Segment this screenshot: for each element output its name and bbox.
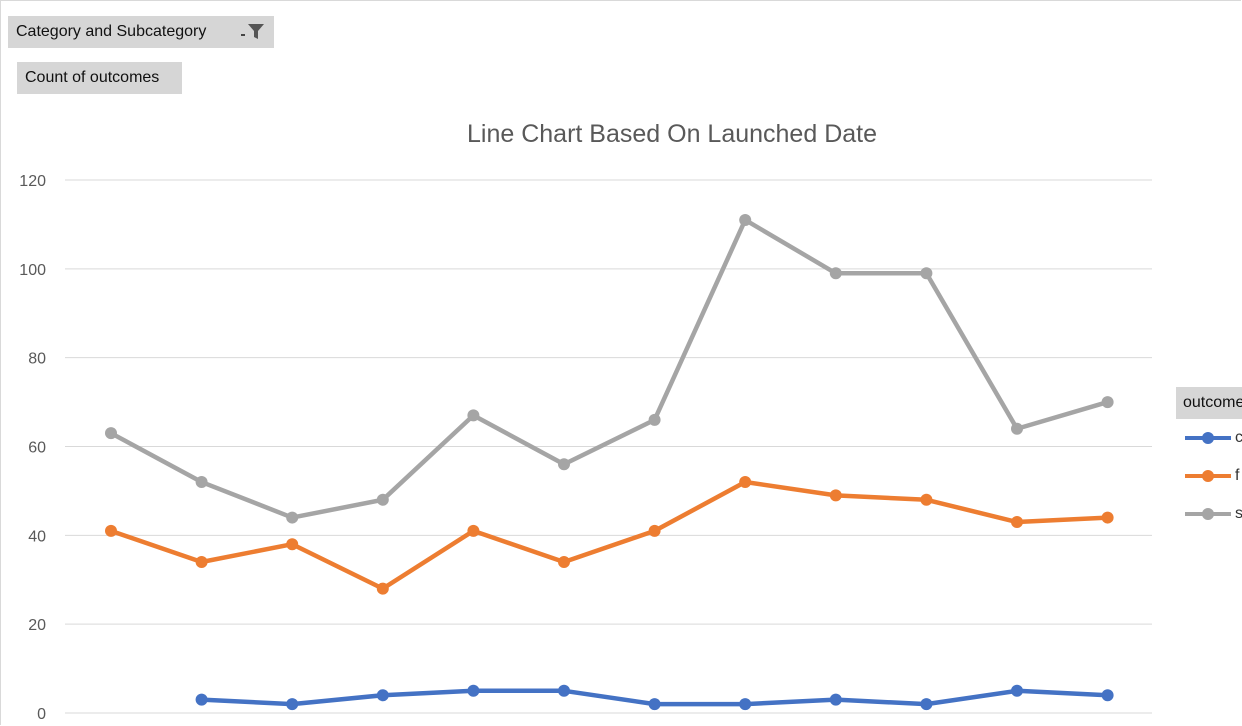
data-point-s[interactable]: [376, 493, 389, 506]
legend-title[interactable]: outcomes: [1176, 387, 1242, 419]
data-point-s[interactable]: [648, 413, 661, 426]
y-tick-label: 80: [28, 351, 46, 368]
data-point-s[interactable]: [1011, 422, 1023, 435]
data-point-c[interactable]: [286, 698, 299, 711]
data-point-c[interactable]: [376, 689, 389, 702]
data-point-f[interactable]: [195, 555, 208, 568]
y-tick-label: 0: [37, 706, 46, 723]
series-line-f: [108, 479, 1110, 591]
data-point-s[interactable]: [829, 267, 842, 280]
legend-swatch-f: [1185, 470, 1231, 482]
legend-swatch-s: [1185, 508, 1231, 520]
data-point-s[interactable]: [467, 409, 480, 422]
data-point-c[interactable]: [558, 684, 570, 697]
data-point-c[interactable]: [920, 698, 933, 711]
y-tick-label: 100: [19, 262, 46, 279]
category-filter-button[interactable]: Category and Subcategory: [8, 16, 274, 48]
y-tick-label: 60: [28, 440, 46, 457]
data-point-f[interactable]: [739, 476, 752, 489]
data-point-f[interactable]: [286, 538, 299, 551]
legend-label-s: s: [1235, 505, 1242, 522]
legend-title-label: outcomes: [1183, 394, 1242, 411]
legend-label-c: c: [1235, 429, 1242, 446]
data-point-s[interactable]: [920, 267, 933, 280]
data-point-f[interactable]: [1011, 516, 1023, 529]
legend-swatch-c: [1185, 432, 1231, 444]
data-point-f[interactable]: [829, 489, 842, 502]
data-point-s[interactable]: [195, 476, 208, 489]
value-field-label: Count of outcomes: [25, 69, 160, 86]
legend-item-s[interactable]: s: [1183, 504, 1242, 524]
data-point-c[interactable]: [648, 698, 661, 711]
data-point-f[interactable]: [105, 524, 117, 537]
series-line-s: [108, 217, 1110, 520]
data-point-f[interactable]: [558, 555, 570, 568]
filter-icon: [241, 24, 264, 39]
data-point-c[interactable]: [739, 698, 752, 711]
value-field-button[interactable]: Count of outcomes: [17, 62, 182, 94]
data-point-c[interactable]: [467, 684, 480, 697]
chart-title: Line Chart Based On Launched Date: [467, 120, 877, 148]
data-point-c[interactable]: [195, 693, 208, 706]
y-tick-label: 40: [28, 528, 46, 545]
data-point-c[interactable]: [1101, 689, 1114, 702]
data-point-f[interactable]: [467, 524, 480, 537]
data-point-f[interactable]: [920, 493, 933, 506]
data-point-s[interactable]: [286, 511, 299, 524]
data-point-s[interactable]: [558, 458, 570, 471]
data-point-c[interactable]: [829, 693, 842, 706]
data-point-s[interactable]: [105, 427, 117, 440]
data-point-f[interactable]: [376, 582, 389, 595]
data-point-s[interactable]: [1101, 396, 1114, 409]
legend-item-c[interactable]: c: [1183, 428, 1242, 448]
data-point-s[interactable]: [739, 213, 752, 226]
legend-item-f[interactable]: f: [1183, 466, 1242, 486]
data-point-c[interactable]: [1011, 684, 1023, 697]
legend-label-f: f: [1235, 467, 1240, 484]
y-tick-label: 20: [28, 617, 46, 634]
data-point-f[interactable]: [1101, 511, 1114, 524]
y-tick-label: 120: [19, 173, 46, 190]
category-filter-label: Category and Subcategory: [16, 23, 207, 40]
data-point-f[interactable]: [648, 524, 661, 537]
